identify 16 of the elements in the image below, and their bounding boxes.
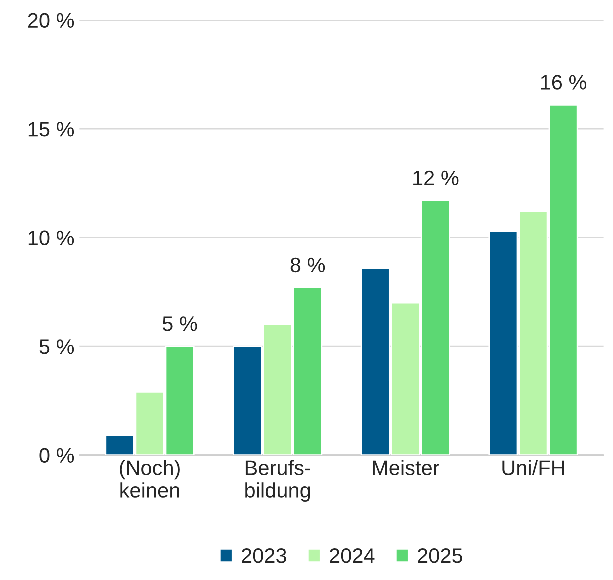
y-tick-label: 15 % <box>28 122 74 137</box>
x-tick-label: Berufs- bildung <box>246 460 310 502</box>
y-tick-label: 20 % <box>28 13 74 28</box>
y-tick-label: 5 % <box>40 340 74 354</box>
x-tick-label: (Noch) keinen <box>120 460 180 498</box>
data-label: 16 % <box>541 75 587 90</box>
x-tick-label: Meister <box>373 460 440 476</box>
y-tick-label: 10 % <box>28 230 74 246</box>
x-tick-label: Uni/FH <box>502 460 564 476</box>
legend-label: 2023 <box>242 548 286 564</box>
data-label: 12 % <box>414 170 459 186</box>
data-label: 8 % <box>290 258 326 273</box>
legend-label: 2025 <box>418 548 462 564</box>
legend-label: 2024 <box>330 548 375 564</box>
data-label: 5 % <box>162 316 198 332</box>
y-tick-label: 0 % <box>40 448 74 464</box>
